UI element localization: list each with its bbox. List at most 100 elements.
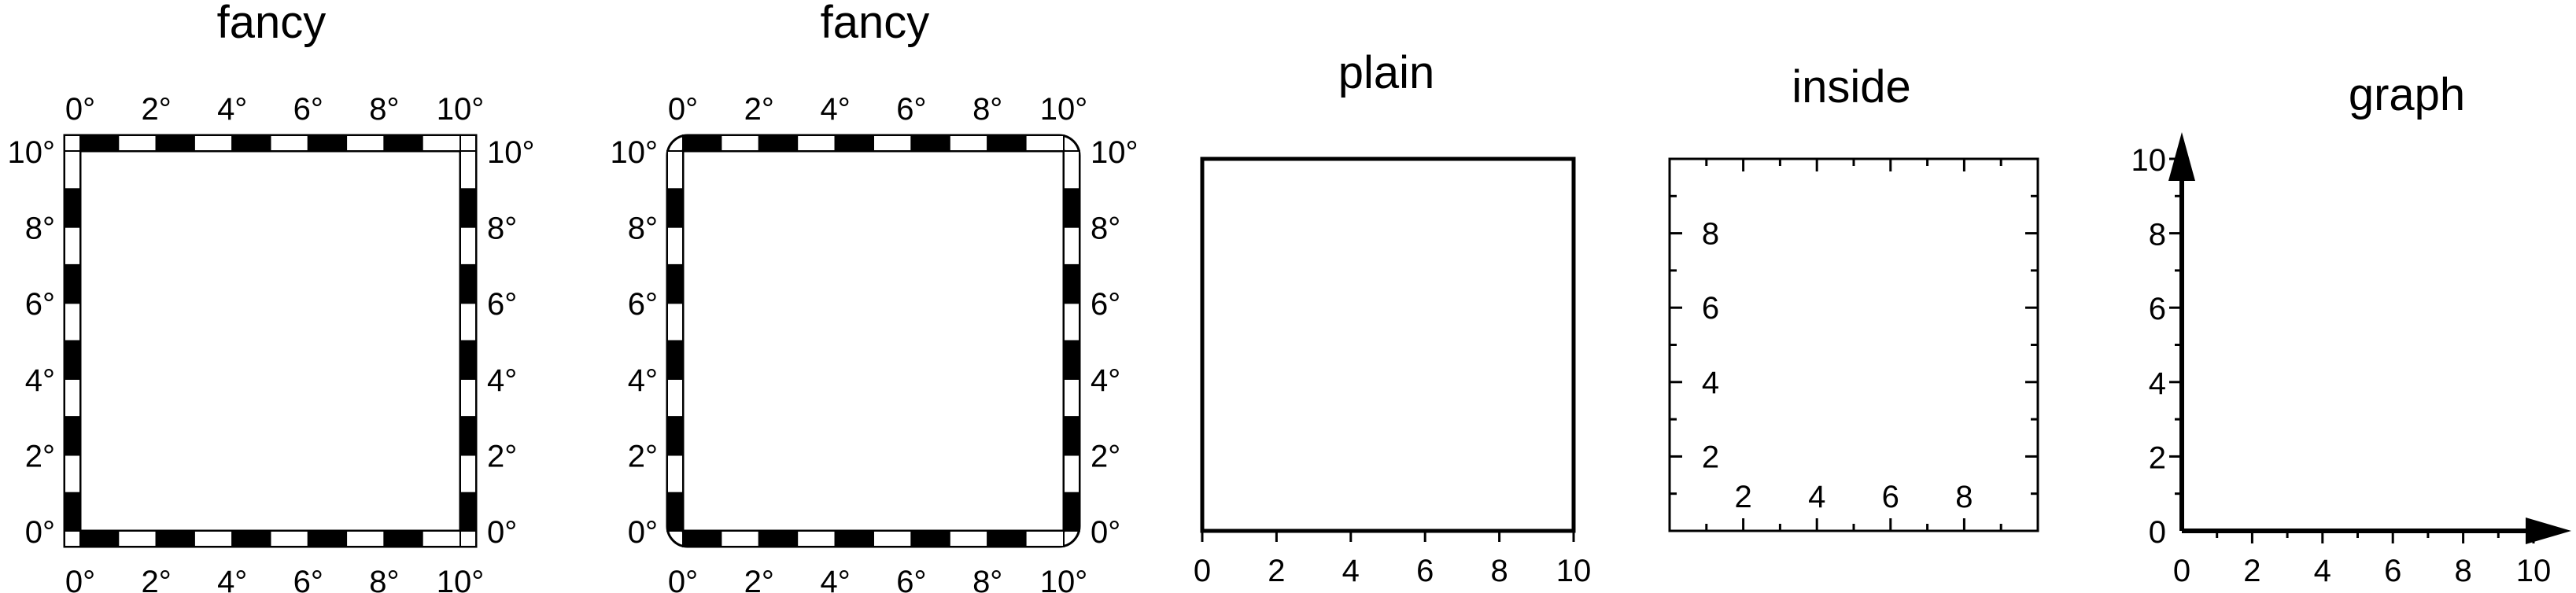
tick-label: 2 [2243, 554, 2260, 588]
frame-segment [64, 150, 81, 190]
tick-label: 0° [65, 92, 95, 127]
tick-label: 0 [2173, 554, 2190, 588]
frame-segment [666, 416, 684, 456]
tick-label: 6° [896, 565, 926, 593]
frame-corner [459, 530, 477, 547]
frame-segment [834, 530, 874, 547]
frame-corner [64, 134, 81, 152]
tick-label: 0° [65, 565, 95, 593]
tick-label: 6° [293, 92, 323, 127]
frame-segment [64, 188, 81, 228]
frame-segment [79, 530, 120, 547]
frame-segment [64, 302, 81, 342]
tick-label: 10° [8, 135, 56, 170]
tick-labels: 22 4 4 6 6 8 8 [1702, 217, 1973, 514]
frame-segment [1063, 188, 1080, 228]
tick-label: 6 [1882, 480, 1899, 514]
tick-label: 8 [2149, 218, 2166, 252]
frame-segment [987, 134, 1027, 152]
frame-segment [231, 530, 271, 547]
frame-segment [1063, 263, 1080, 304]
frame-segment [1063, 226, 1080, 266]
tick-label: 6 [2384, 554, 2401, 588]
tick-label: 6 [1416, 554, 1434, 588]
tick-label: 10° [1091, 135, 1139, 170]
map-box [79, 149, 462, 532]
tick-label: 4 [1702, 366, 1719, 400]
frame-segment [459, 492, 477, 532]
frame-segment [666, 150, 684, 190]
tick-label: 10° [1040, 92, 1088, 127]
panel-fancy: fancy 0° 0° 0° 0° 2° 2° 2° 2° 4° 4° 4° 4° 6° 6° 6° 6° 8°… [8, 0, 535, 593]
tick-label: 2 [1734, 480, 1751, 514]
panel-graph: graph 00 2 2 4 4 6 6 8 8 10 10 [2131, 69, 2571, 588]
tick-label: 10° [611, 135, 659, 170]
frame-segment [666, 188, 684, 228]
frame-segment [155, 530, 195, 547]
tick-label: 6 [2149, 292, 2166, 326]
tick-labels: 0° 0° 0° 0° 2° 2° 2° 2° 4° 4° 4° 4° 6° 6° 6° 6° 8° 8° 8° 8°… [8, 92, 535, 593]
panel-plain: plain 0 2 4 6 8 10 [1194, 47, 1591, 588]
tick-label: 10° [437, 92, 485, 127]
tick-label: 2° [628, 439, 658, 473]
graph-frame [2168, 132, 2571, 544]
frame-corner [64, 530, 81, 547]
frame-segment [720, 134, 760, 152]
tick-label: 8° [628, 212, 658, 246]
tick-label: 6° [628, 287, 658, 322]
frame-segment [1063, 454, 1080, 494]
frame-segment [269, 134, 309, 152]
frame-segment [117, 530, 157, 547]
tick-label: 2° [1091, 439, 1120, 473]
frame-segment [64, 378, 81, 418]
frame-segment [64, 454, 81, 494]
frame-segment [459, 263, 477, 304]
tick-label: 4° [1091, 363, 1120, 398]
frame-segment [459, 454, 477, 494]
frame-segment [459, 340, 477, 380]
tick-label: 4° [820, 565, 850, 593]
frame-corner [459, 134, 477, 152]
tick-label: 8 [1955, 480, 1973, 514]
tick-label: 2 [2149, 440, 2166, 475]
frame-segment [910, 134, 950, 152]
tick-label: 10° [437, 565, 485, 593]
tick-label: 0 [1194, 554, 1211, 588]
tick-label: 2° [487, 439, 517, 473]
frame-segment [307, 530, 348, 547]
frame-segment [987, 530, 1027, 547]
frame-segment [666, 492, 684, 532]
frame-segment [682, 134, 722, 152]
frame-segment [948, 134, 989, 152]
tick-label: 0° [668, 565, 698, 593]
frame-segment [796, 530, 836, 547]
tick-label: 4 [1342, 554, 1360, 588]
frame-segment [910, 530, 950, 547]
frame-segment [459, 188, 477, 228]
tick-label: 10° [487, 135, 535, 170]
tick-label: 6° [487, 287, 517, 322]
tick-label: 0° [628, 515, 658, 550]
tick-label: 6° [293, 565, 323, 593]
tick-label: 2° [141, 92, 171, 127]
tick-labels: 00 2 2 4 4 6 6 8 8 10 10 [2131, 143, 2552, 588]
frame-segment [459, 150, 477, 190]
frame-segment [64, 263, 81, 304]
frame-segment [873, 530, 913, 547]
frame-segment [948, 530, 989, 547]
tick-label: 4° [217, 565, 247, 593]
frame-segment [666, 226, 684, 266]
tick-label: 2 [1268, 554, 1285, 588]
frame-segment [64, 340, 81, 380]
frame-segment [1063, 150, 1080, 190]
tick-label: 10 [2131, 143, 2167, 178]
tick-label: 8° [369, 92, 399, 127]
tick-label: 4° [628, 363, 658, 398]
frame-segment [193, 134, 234, 152]
fancy-frame [63, 134, 478, 548]
plain-frame [1200, 157, 1576, 542]
frame-segment [758, 530, 799, 547]
map-box [681, 149, 1065, 532]
tick-label: 4 [2314, 554, 2331, 588]
